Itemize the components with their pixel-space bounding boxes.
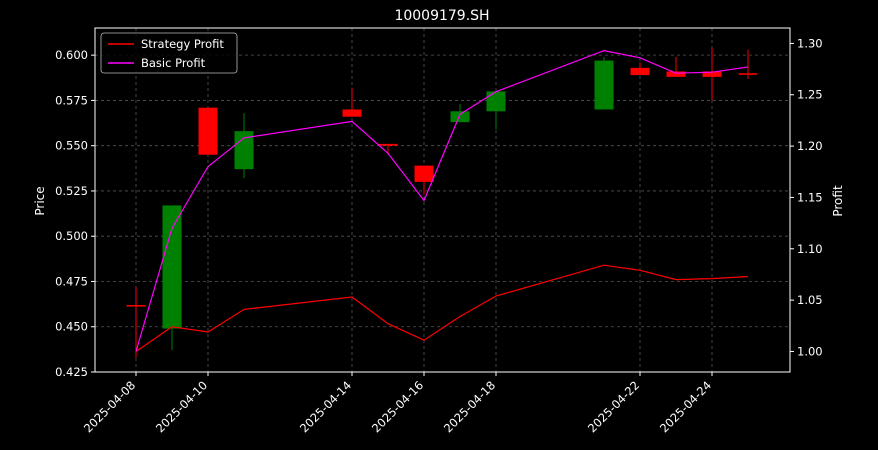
y-tick-label-right: 1.05 [797,293,823,307]
y-tick-label-left: 0.600 [55,48,88,62]
y-tick-label-right: 1.10 [797,242,823,256]
candle-body [378,143,398,146]
candle-body [666,71,686,77]
y-axis-label-right: Profit [831,185,845,217]
candle-body [486,91,506,112]
candle-body [126,305,146,307]
y-tick-label-right: 1.15 [797,190,823,204]
y-tick-label-left: 0.550 [55,139,88,153]
candle-body [630,67,650,76]
candle-body [738,73,758,75]
candle-body [414,165,434,182]
profit-lines [135,49,749,352]
legend-box [100,32,238,74]
y-tick-label-left: 0.475 [55,274,88,288]
y-tick-label-left: 0.500 [55,229,88,243]
strategy-profit-line [135,264,749,352]
y-tick-label-right: 1.25 [797,88,823,102]
plot-frame [94,27,791,373]
candle-body [234,131,254,170]
candles [126,47,758,358]
left-axis-ticks: 0.425 0.450 0.475 0.500 0.525 0.550 0.575 0.600 [55,48,95,379]
y-tick-label-right: 1.30 [797,36,823,50]
candle-body [594,60,614,110]
y-tick-label-left: 0.525 [55,184,88,198]
y-tick-label-right: 1.20 [797,139,823,153]
candle-body [702,71,722,77]
right-axis-ticks: 1.00 1.05 1.10 1.15 1.20 1.25 1.30 [790,36,823,358]
candle-body [450,111,470,123]
candle-body [342,109,362,117]
y-tick-label-left: 0.425 [55,365,88,379]
chart-title: 10009179.SH [394,8,489,24]
y-axis-label-left: Price [33,186,47,215]
y-tick-label-left: 0.450 [55,320,88,334]
legend-label: Basic Profit [141,56,206,70]
y-tick-label-left: 0.575 [55,93,88,107]
basic-profit-line [135,49,749,352]
candle-body [162,205,182,329]
legend: Strategy Profit Basic Profit [100,32,238,74]
y-tick-label-right: 1.00 [797,344,823,358]
legend-label: Strategy Profit [141,37,224,51]
candle-body [198,107,218,155]
